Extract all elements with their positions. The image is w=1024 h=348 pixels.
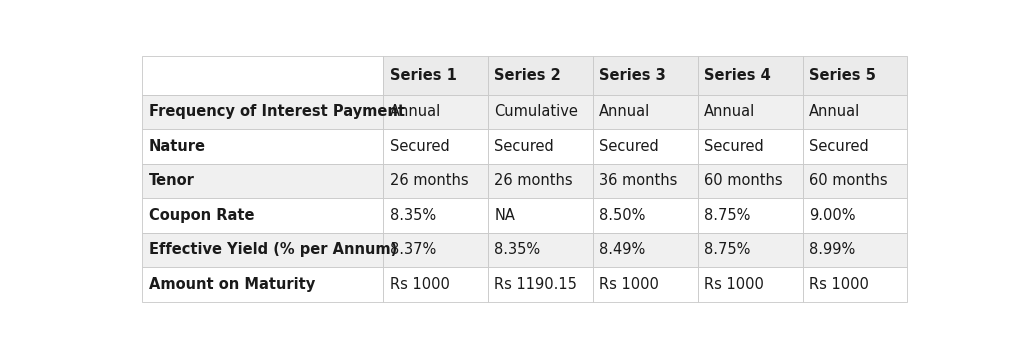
Text: Rs 1000: Rs 1000: [389, 277, 450, 292]
Bar: [383, 198, 488, 232]
Text: Annual: Annual: [599, 104, 650, 119]
Text: Effective Yield (% per Annum): Effective Yield (% per Annum): [148, 243, 397, 258]
Text: 8.75%: 8.75%: [705, 243, 751, 258]
Bar: [593, 56, 697, 95]
Text: 60 months: 60 months: [705, 173, 782, 188]
Text: Rs 1000: Rs 1000: [705, 277, 764, 292]
Text: Annual: Annual: [705, 104, 756, 119]
Text: Amount on Maturity: Amount on Maturity: [148, 277, 315, 292]
Bar: [488, 232, 593, 267]
Bar: [488, 56, 593, 95]
Bar: [142, 164, 383, 198]
Bar: [593, 267, 697, 302]
Text: Secured: Secured: [495, 139, 554, 154]
Text: Series 4: Series 4: [705, 68, 771, 83]
Text: Cumulative: Cumulative: [495, 104, 579, 119]
Bar: [142, 95, 383, 129]
Bar: [803, 129, 907, 164]
Bar: [593, 232, 697, 267]
Text: Annual: Annual: [809, 104, 860, 119]
Bar: [593, 164, 697, 198]
Text: Nature: Nature: [148, 139, 206, 154]
Text: Coupon Rate: Coupon Rate: [148, 208, 254, 223]
Bar: [383, 267, 488, 302]
Bar: [488, 95, 593, 129]
Bar: [803, 56, 907, 95]
Text: Series 5: Series 5: [809, 68, 876, 83]
Text: Secured: Secured: [599, 139, 659, 154]
Text: Secured: Secured: [809, 139, 868, 154]
Bar: [383, 232, 488, 267]
Bar: [697, 129, 803, 164]
Bar: [697, 95, 803, 129]
Text: 9.00%: 9.00%: [809, 208, 855, 223]
Bar: [803, 267, 907, 302]
Bar: [803, 232, 907, 267]
Text: Secured: Secured: [705, 139, 764, 154]
Text: 8.35%: 8.35%: [389, 208, 436, 223]
Bar: [803, 198, 907, 232]
Bar: [593, 129, 697, 164]
Bar: [697, 267, 803, 302]
Text: Frequency of Interest Payment: Frequency of Interest Payment: [148, 104, 404, 119]
Bar: [383, 164, 488, 198]
Text: Secured: Secured: [389, 139, 450, 154]
Bar: [697, 232, 803, 267]
Text: 8.50%: 8.50%: [599, 208, 645, 223]
Text: 26 months: 26 months: [495, 173, 573, 188]
Text: 8.75%: 8.75%: [705, 208, 751, 223]
Bar: [697, 198, 803, 232]
Bar: [488, 267, 593, 302]
Bar: [697, 164, 803, 198]
Bar: [593, 95, 697, 129]
Bar: [488, 164, 593, 198]
Text: Rs 1000: Rs 1000: [599, 277, 659, 292]
Text: Series 1: Series 1: [389, 68, 457, 83]
Text: Series 3: Series 3: [599, 68, 666, 83]
Bar: [488, 198, 593, 232]
Bar: [593, 198, 697, 232]
Bar: [803, 164, 907, 198]
Text: 8.37%: 8.37%: [389, 243, 436, 258]
Text: Tenor: Tenor: [148, 173, 195, 188]
Bar: [383, 56, 488, 95]
Bar: [142, 56, 383, 95]
Text: Series 2: Series 2: [495, 68, 561, 83]
Text: 8.49%: 8.49%: [599, 243, 645, 258]
Bar: [488, 129, 593, 164]
Bar: [142, 267, 383, 302]
Text: 60 months: 60 months: [809, 173, 888, 188]
Text: Rs 1190.15: Rs 1190.15: [495, 277, 578, 292]
Text: Rs 1000: Rs 1000: [809, 277, 868, 292]
Text: 8.99%: 8.99%: [809, 243, 855, 258]
Bar: [803, 95, 907, 129]
Text: Annual: Annual: [389, 104, 441, 119]
Bar: [142, 232, 383, 267]
Bar: [383, 95, 488, 129]
Bar: [142, 129, 383, 164]
Text: 8.35%: 8.35%: [495, 243, 541, 258]
Bar: [142, 198, 383, 232]
Text: 26 months: 26 months: [389, 173, 468, 188]
Text: 36 months: 36 months: [599, 173, 678, 188]
Bar: [697, 56, 803, 95]
Bar: [383, 129, 488, 164]
Text: NA: NA: [495, 208, 515, 223]
